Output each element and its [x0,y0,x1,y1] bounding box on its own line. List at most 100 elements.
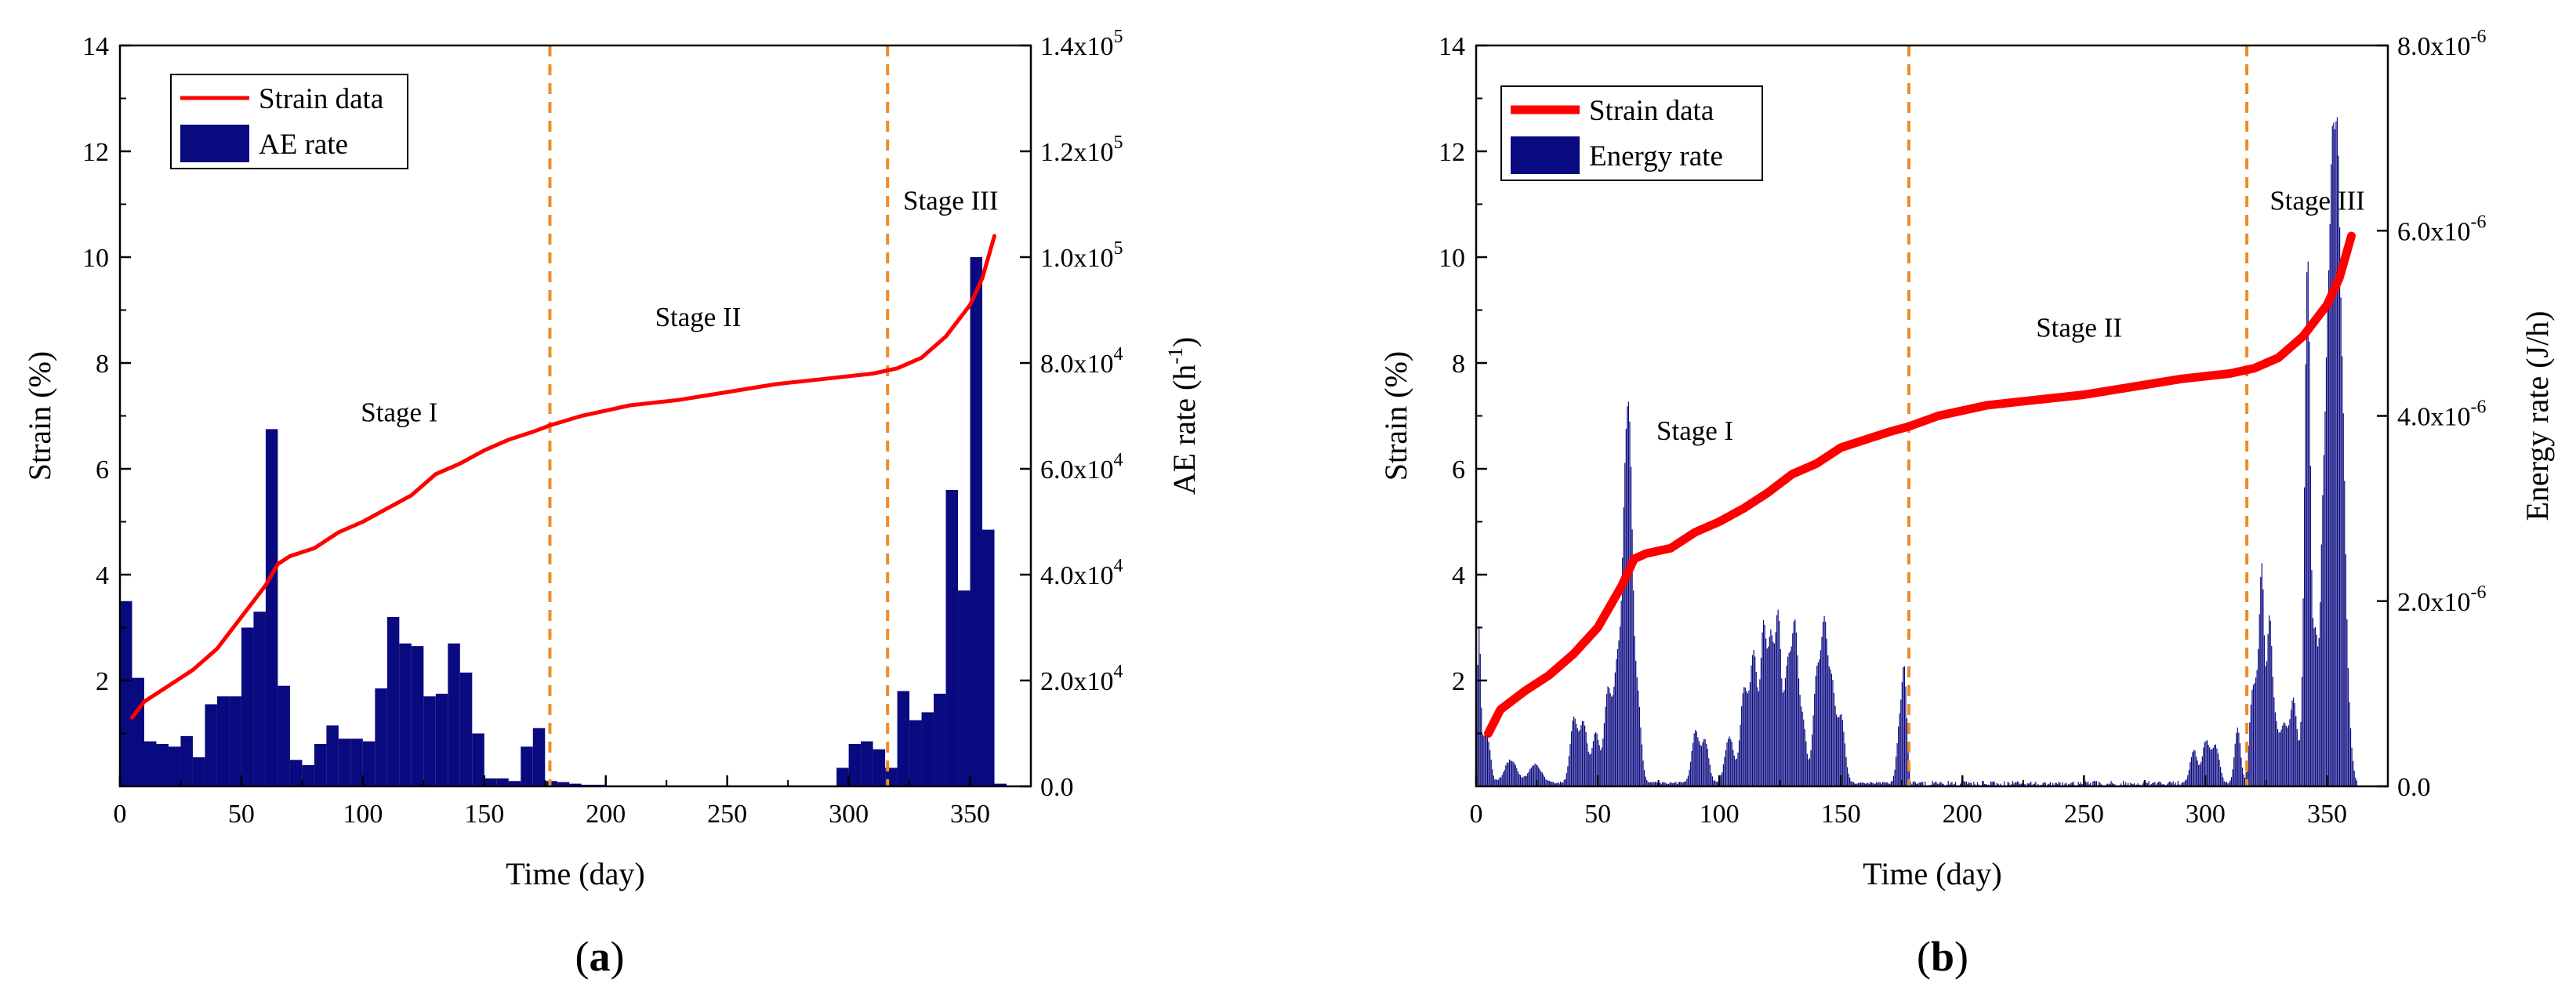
energy-rate-bar [2344,481,2346,786]
energy-rate-bar [1797,655,1798,786]
energy-rate-bar [2209,747,2211,786]
ae-rate-bar [945,490,959,786]
energy-rate-bar [1905,686,1907,786]
tick-mantissa: 0.0 [1040,773,1074,802]
ae-rate-bar [448,643,460,786]
y-left-tick-label: 12 [82,138,109,167]
energy-rate-bar [1849,777,1851,786]
energy-rate-bar [2059,782,2061,786]
caption-close: ) [1954,933,1968,980]
energy-rate-bar [1647,782,1649,786]
tick-mantissa: 4.0x10 [2397,403,2471,432]
energy-rate-bar [1768,646,1769,786]
legend-label: Energy rate [1589,140,1723,172]
energy-rate-bar [2241,768,2244,786]
energy-rate-bar [1643,770,1645,786]
y-right-tick-label: 6.0x104 [1040,450,1123,484]
energy-rate-bar [1500,777,1502,786]
energy-rate-bar [1730,739,1732,786]
ae-rate-bar [168,746,181,786]
chart-panel-b: 0 50 100 150 200 250 300 350 2 4 6 8 10 12 14 0.0 2.0x10… [1378,27,2555,980]
energy-rate-bar [2267,633,2269,786]
energy-rate-bar [1558,783,1560,786]
energy-rate-bar [1950,782,1951,786]
x-tick-label: 350 [2307,800,2347,829]
energy-rate-bar [1776,615,1778,786]
energy-rate-bar [1759,679,1761,786]
energy-rate-bar [2037,783,2039,786]
energy-rate-bar [1954,782,1957,786]
energy-rate-bar [1514,763,1515,786]
energy-rate-bar [2204,742,2206,786]
energy-rate-bar [2277,729,2279,786]
tick-exponent: 4 [1114,556,1123,576]
energy-rate-bar [1698,741,1700,786]
legend-label: Strain data [259,83,383,115]
energy-rate-bar [1839,715,1841,786]
tick-exponent: -6 [2471,582,2487,603]
energy-rate-bar [2133,783,2135,786]
energy-rate-bar [1693,733,1695,786]
energy-rate-bar [1770,629,1772,786]
energy-rate-bar [2101,784,2103,786]
panel-caption: (b) [1917,933,1968,980]
energy-rate-bar [1879,782,1881,786]
energy-rate-bar [2090,782,2092,786]
energy-rate-bar [2324,411,2326,786]
y-right-tick-label: 0.0 [1040,773,1074,802]
tick-mantissa: 2.0x10 [1040,667,1114,696]
energy-rate-bar [1563,779,1565,786]
energy-rate-bar [1700,746,1703,786]
energy-rate-bar [1567,766,1569,786]
energy-rate-bar [1939,782,1941,786]
energy-rate-bar [1614,672,1616,786]
energy-rate-bar [1596,733,1598,786]
energy-rate-bar [1758,691,1759,786]
energy-rate-bar [1529,768,1531,786]
energy-rate-bar [1519,775,1522,786]
ae-rate-bar [532,728,546,786]
energy-rate-bar [1737,752,1739,786]
energy-rate-bar [2355,777,2356,786]
energy-rate-bar [2198,764,2200,786]
energy-rate-bar [2340,297,2342,787]
energy-rate-bar [1973,782,1975,786]
energy-rate-bar [2295,716,2297,786]
energy-rate-bar [1938,784,1939,786]
energy-rate-bar [1912,782,1914,786]
y-left-tick-label: 4 [1452,561,1465,590]
y-right-tick-label: 8.0x104 [1040,344,1123,379]
energy-rate-bar [1715,781,1717,786]
energy-rate-bar [1766,648,1768,786]
energy-rate-bar [1798,678,1800,786]
energy-rate-bar [2216,748,2218,786]
energy-rate-bar [1616,649,1619,786]
energy-rate-bar [2302,598,2304,786]
energy-rate-bar [1594,733,1595,786]
energy-rate-bar [2254,683,2255,786]
y-left-tick-label: 6 [1452,455,1465,484]
energy-rate-bar [1680,782,1682,786]
tick-mantissa: 8.0x10 [2397,32,2471,61]
energy-rate-bar [1669,782,1671,786]
energy-rate-bar [1821,637,1823,786]
energy-rate-bar [2238,732,2240,786]
ae-rate-bar [326,725,339,786]
strain-curve [130,234,996,720]
energy-rate-bar [1781,678,1783,786]
energy-rate-bar [2055,782,2057,786]
energy-rate-bar [2071,782,2073,786]
energy-rate-bar [1735,759,1736,786]
energy-rate-bar [2146,783,2149,786]
energy-rate-bar [2228,782,2230,786]
energy-rate-bar [1569,744,1571,786]
energy-rate-bar [2008,782,2010,786]
energy-rate-bar [1717,782,1718,786]
energy-rate-bar [2338,227,2341,786]
energy-rate-bar [2057,784,2059,786]
energy-rate-bar [1761,632,1763,786]
energy-rate-bar [2293,697,2295,786]
energy-rate-bar [1919,782,1921,786]
energy-rate-bar [1499,777,1500,786]
energy-rate-bar [1511,760,1513,786]
